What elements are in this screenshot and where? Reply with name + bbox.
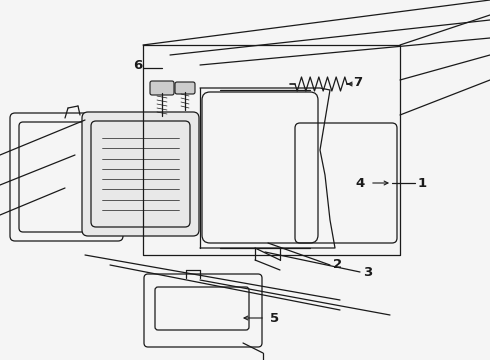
Text: 5: 5 xyxy=(270,311,280,324)
Text: 7: 7 xyxy=(353,76,363,89)
FancyBboxPatch shape xyxy=(82,112,199,236)
Text: 2: 2 xyxy=(333,258,343,271)
Text: 1: 1 xyxy=(417,176,427,189)
Text: 4: 4 xyxy=(355,176,365,189)
FancyBboxPatch shape xyxy=(150,81,174,95)
Text: 3: 3 xyxy=(364,266,372,279)
FancyBboxPatch shape xyxy=(175,82,195,94)
Text: 6: 6 xyxy=(133,59,143,72)
